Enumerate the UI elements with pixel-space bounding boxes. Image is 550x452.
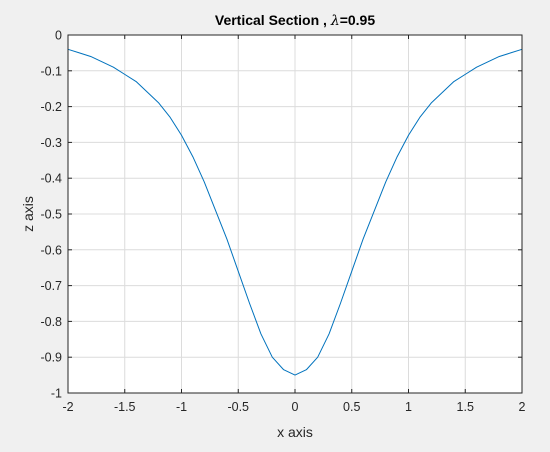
y-tick-label: -0.3 — [40, 136, 62, 150]
tick-labels: -2 -1.5 -1 -0.5 0 0.5 1 1.5 2 0 -0.1 -0.2 -0.3 -0.4 -0… — [40, 29, 525, 415]
y-tick-label: -0.8 — [40, 315, 62, 329]
y-tick-label: 0 — [55, 29, 62, 43]
y-axis-label: z axis — [20, 196, 36, 232]
x-axis-label: x axis — [277, 424, 313, 440]
y-tick-label: -1 — [51, 387, 62, 401]
y-tick-label: -0.6 — [40, 243, 62, 257]
series-layer — [67, 48, 523, 376]
x-tick-label: 0 — [292, 400, 299, 414]
y-tick-label: -0.2 — [40, 100, 62, 114]
x-tick-label: 1.5 — [457, 400, 474, 414]
y-tick-label: -0.7 — [40, 279, 62, 293]
chart-title-prefix: Vertical Section , — [215, 12, 331, 28]
ticks — [67, 34, 523, 394]
x-tick-label: -1.5 — [114, 400, 136, 414]
x-tick-label: -1 — [176, 400, 187, 414]
chart-title-suffix: =0.95 — [340, 12, 376, 28]
y-tick-label: -0.5 — [40, 208, 62, 222]
y-tick-label: -0.9 — [40, 351, 62, 365]
chart-title-symbol: λ — [330, 13, 340, 29]
x-tick-label: -0.5 — [227, 400, 249, 414]
y-tick-label: -0.4 — [40, 172, 62, 186]
x-tick-label: 1 — [405, 400, 412, 414]
series-line — [67, 48, 523, 376]
x-tick-label: 2 — [519, 400, 526, 414]
chart-title: Vertical Section , λ=0.95 — [215, 12, 375, 29]
grid — [67, 34, 523, 394]
y-tick-label: -0.1 — [40, 64, 62, 78]
x-tick-label: 0.5 — [343, 400, 360, 414]
x-tick-label: -2 — [62, 400, 73, 414]
